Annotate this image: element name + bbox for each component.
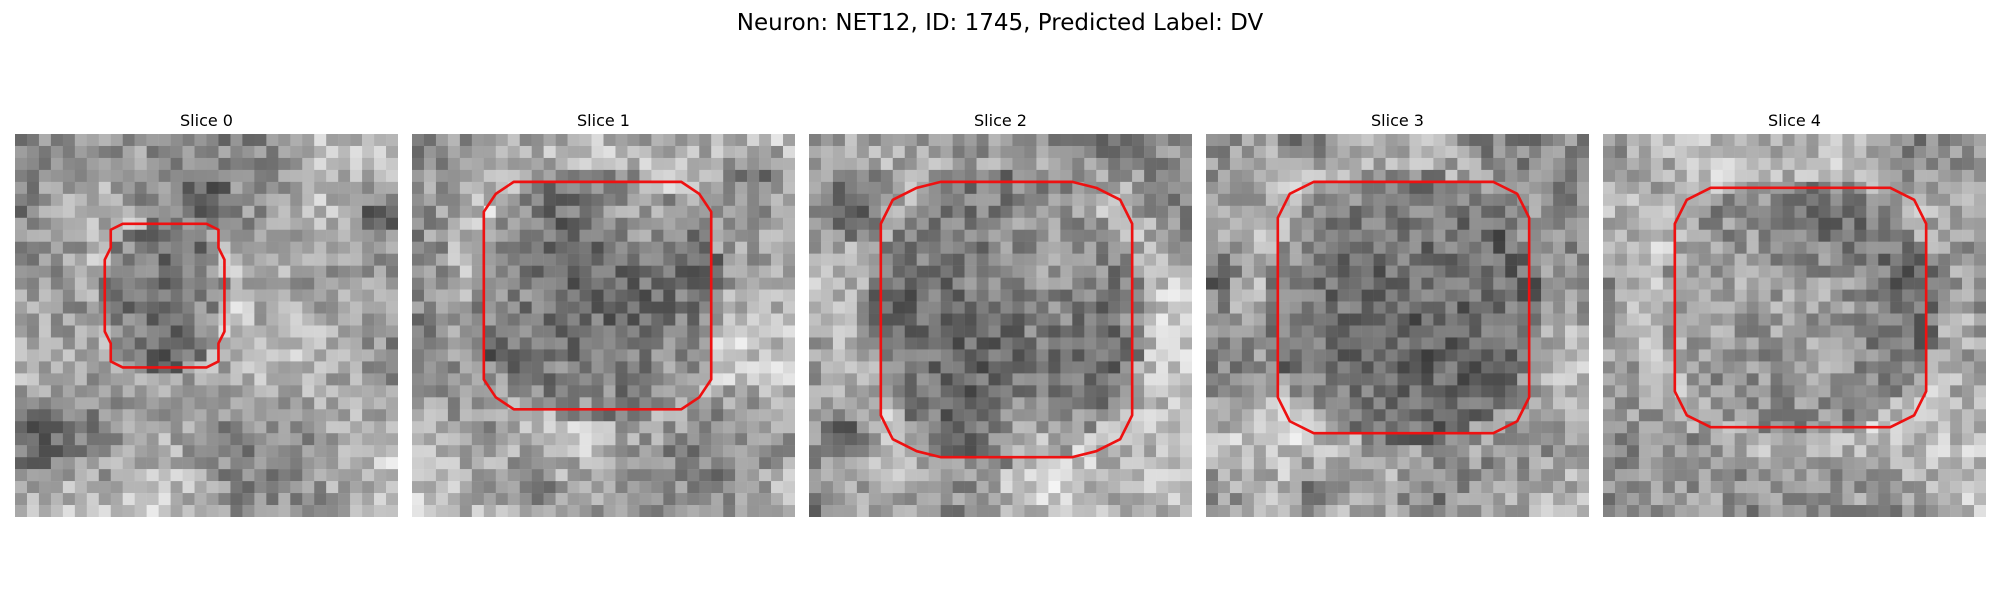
slice-panel-4: Slice 4 (1603, 108, 1986, 517)
slice-panel-3: Slice 3 (1206, 108, 1589, 517)
neuron-contour (879, 180, 1134, 459)
slice-2-image (809, 134, 1192, 517)
slice-image (15, 134, 398, 517)
slice-image (1206, 134, 1589, 517)
neuron-contour (1276, 180, 1531, 435)
slice-title: Slice 4 (1768, 111, 1821, 130)
slice-panel-0: Slice 0 (15, 108, 398, 517)
slice-4-image (1603, 134, 1986, 517)
slice-title: Slice 2 (974, 111, 1027, 130)
neuron-contour (1673, 186, 1928, 429)
slice-title: Slice 3 (1371, 111, 1424, 130)
slice-3-image (1206, 134, 1589, 517)
figure-title: Neuron: NET12, ID: 1745, Predicted Label… (736, 10, 1264, 36)
slice-image (412, 134, 795, 517)
neuron-contour (482, 180, 713, 411)
slice-panel-1: Slice 1 (412, 108, 795, 517)
slice-title: Slice 1 (577, 111, 630, 130)
slice-title: Slice 0 (180, 111, 233, 130)
slice-0-image (15, 134, 398, 517)
neuron-contour (103, 222, 226, 369)
slice-1-image (412, 134, 795, 517)
slice-image (809, 134, 1192, 517)
slice-image (1603, 134, 1986, 517)
slice-panel-2: Slice 2 (809, 108, 1192, 517)
